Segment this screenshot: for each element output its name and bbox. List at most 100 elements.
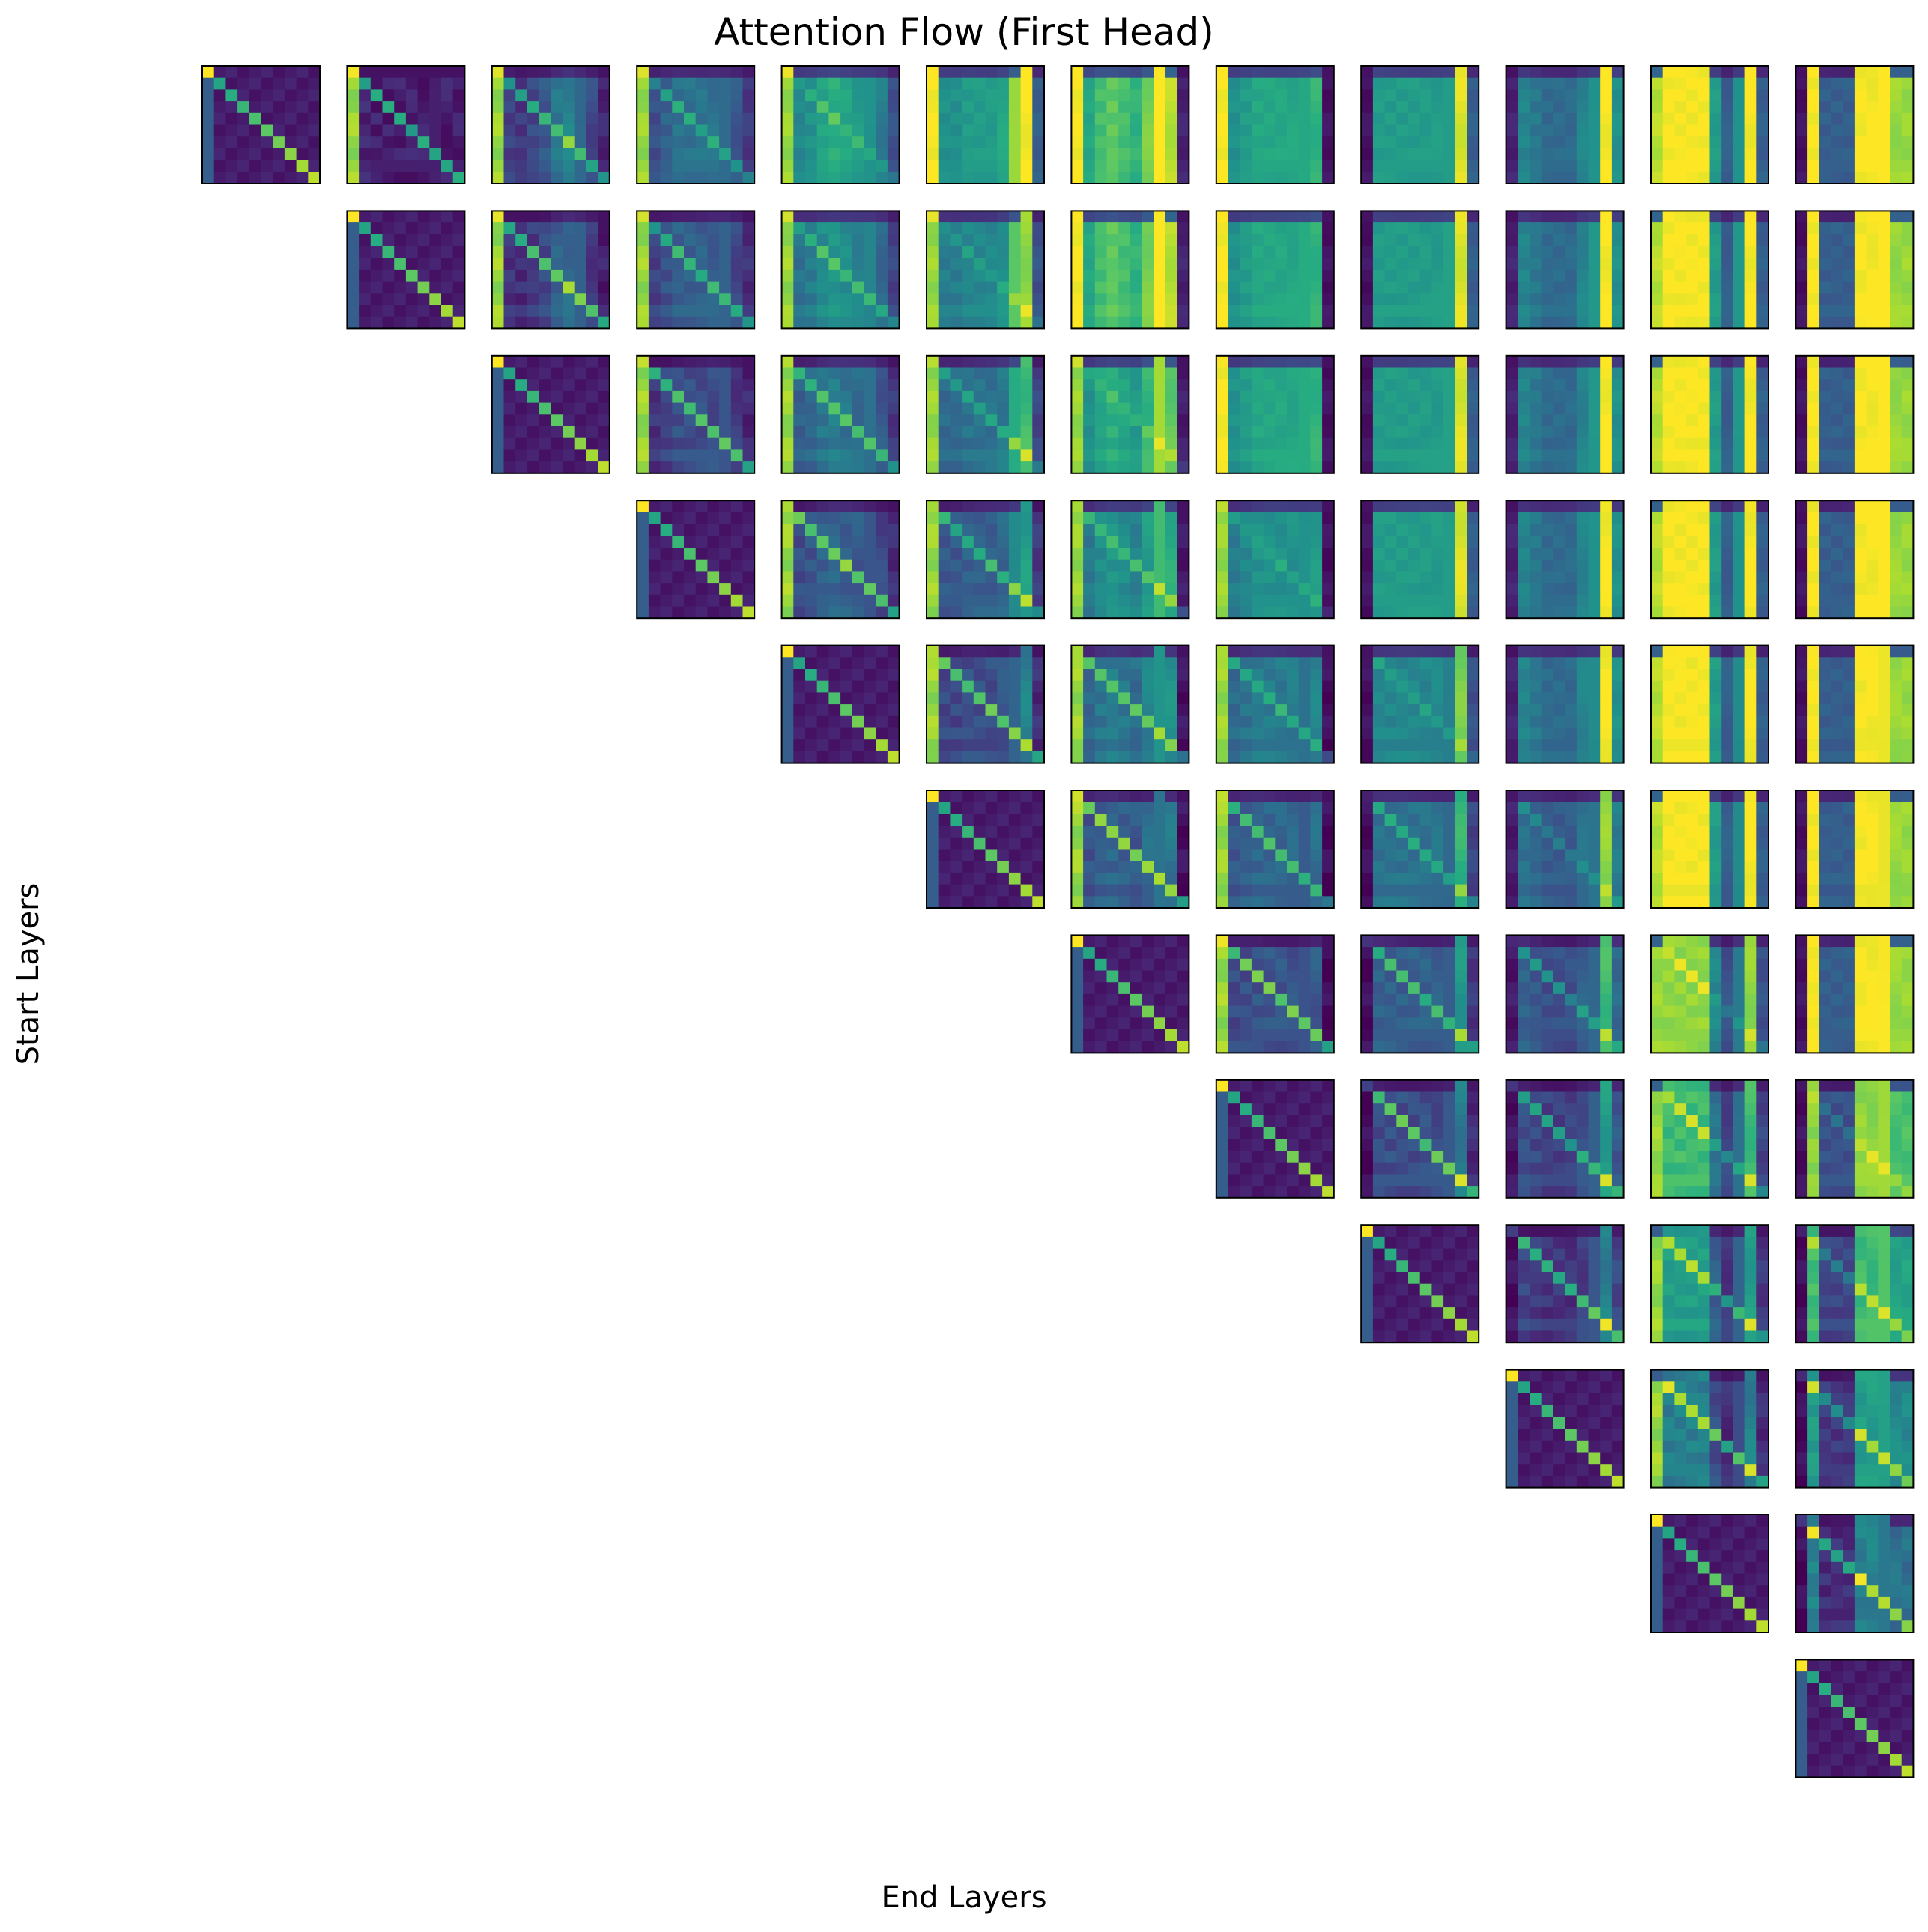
heatmap-cell [1408,379,1421,392]
heatmap-cell [927,258,939,270]
heatmap-cell [452,66,465,79]
heatmap-cell [1008,727,1021,740]
heatmap-cell [1553,316,1565,329]
heatmap-cell [1263,594,1276,607]
heatmap-cell [1443,160,1456,172]
heatmap-cell [1228,645,1240,658]
heatmap-cell [876,390,888,403]
heatmap-cell [1588,390,1601,403]
heatmap-cell [1744,112,1757,125]
heatmap-cell [284,77,297,90]
heatmap-cell [296,101,309,114]
heatmap-cell [1094,739,1107,752]
heatmap-cell [441,172,454,184]
heatmap-cell [452,305,465,318]
heatmap-cell [1094,281,1107,294]
heatmap-cell [1361,148,1374,160]
heatmap-cell [742,258,755,270]
heatmap-cell [1263,669,1276,682]
heatmap-cell [1275,211,1288,223]
heatmap-cell [1662,692,1675,705]
heatmap-cell [840,124,853,137]
heatmap-cell [781,606,794,619]
heatmap-cell [1310,680,1323,693]
heatmap-cell [1600,367,1613,380]
heatmap-cell [1901,160,1914,172]
heatmap-cell [1721,293,1734,306]
heatmap-cell [707,112,720,125]
heatmap-cell [1843,234,1855,246]
heatmap-cell [1611,512,1624,524]
heatmap-cell [1020,211,1033,223]
heatmap-cell [1530,680,1542,693]
heatmap-cell [1118,437,1131,450]
heatmap-cell [1674,727,1687,740]
heatmap-cell [1154,461,1166,474]
heatmap-cell [503,379,516,392]
heatmap-cell [1154,136,1166,149]
heatmap-cell [637,437,649,450]
heatmap-cell [927,222,939,235]
heatmap-cell [347,136,360,149]
heatmap-cell [1372,739,1385,752]
heatmap-cell [695,390,708,403]
heatmap-cell [1901,66,1914,79]
heatmap-cell [598,293,610,306]
heatmap-cell [1287,305,1300,318]
heatmap-cell [1361,704,1374,717]
heatmap-cell [1298,669,1311,682]
heatmap-cell [742,426,755,439]
heatmap-cell [1298,234,1311,246]
heatmap-cell [1686,355,1699,368]
heatmap-cell [1733,751,1745,763]
heatmap-cell [284,101,297,114]
heatmap-cell [828,657,841,670]
heatmap-cell [962,390,974,403]
heatmap-cell [707,172,720,184]
heatmap-cell [1361,500,1374,513]
heatmap-cell [876,293,888,306]
heatmap-cell [887,739,900,752]
subplot-start-3-end-10 [1650,500,1769,620]
heatmap-cell [637,379,649,392]
heatmap-cell [805,124,818,137]
heatmap-cell [1310,148,1323,160]
heatmap-cell [1506,281,1518,294]
heatmap-cell [1130,246,1142,258]
heatmap-cell [742,500,755,513]
heatmap-cell [1467,512,1479,524]
heatmap-cell [828,124,841,137]
heatmap-cell [1807,316,1820,329]
heatmap-cell [1756,222,1769,235]
heatmap-cell [707,524,720,536]
heatmap-cell [1154,571,1166,584]
heatmap-cell [1251,66,1264,79]
heatmap-cell [1310,124,1323,137]
subplot-start-1-end-8 [1360,210,1480,330]
heatmap-cell [1287,680,1300,693]
heatmap-cell [1467,101,1479,114]
heatmap-cell [1251,461,1264,474]
subplot-start-1-end-5 [926,210,1045,330]
heatmap-cell [1819,136,1831,149]
heatmap-cell [1310,160,1323,172]
heatmap-cell [742,222,755,235]
heatmap-cell [1408,77,1421,90]
heatmap-cell [1443,461,1456,474]
heatmap-cell [1228,101,1240,114]
heatmap-cell [1396,715,1409,728]
heatmap-cell [1216,414,1228,427]
heatmap-cell [1506,148,1518,160]
heatmap-cell [730,594,743,607]
heatmap-cell [1263,414,1276,427]
heatmap-cell [1674,136,1687,149]
heatmap-cell [887,426,900,439]
heatmap-cell [491,211,504,223]
heatmap-cell [1071,379,1084,392]
heatmap-cell [1275,751,1288,763]
heatmap-cell [1431,89,1444,102]
heatmap-cell [1310,281,1323,294]
heatmap-cell [1866,112,1879,125]
heatmap-cell [1611,172,1624,184]
heatmap-cell [1901,112,1914,125]
